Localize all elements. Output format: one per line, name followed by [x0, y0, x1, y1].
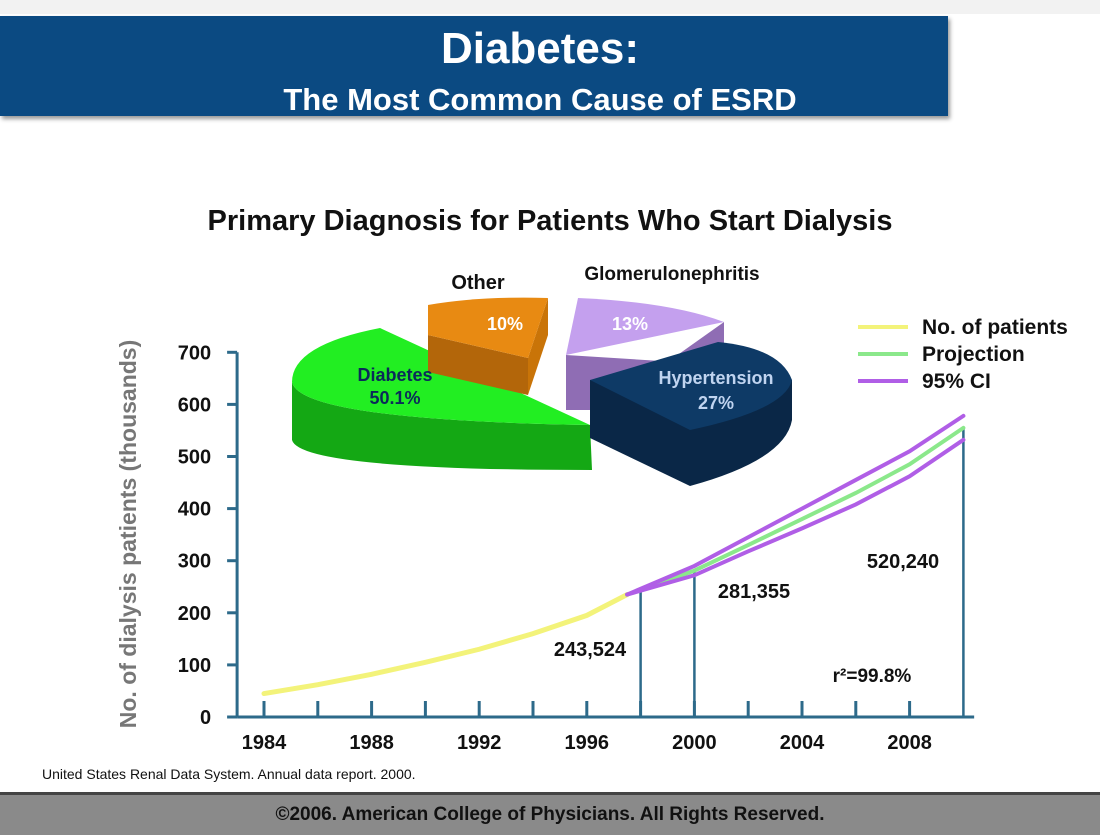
y-tick-label: 0 — [200, 707, 211, 729]
annotation-520240: 520,240 — [867, 551, 939, 573]
y-axis-label: No. of dialysis patients (thousands) — [115, 340, 141, 728]
label-diabetes: Diabetes — [357, 365, 432, 385]
y-tick-label: 700 — [178, 342, 211, 364]
y-tick-label: 400 — [178, 499, 211, 521]
series-line-95-ci-lower — [625, 437, 966, 597]
pie-slice-glomerulonephritis — [566, 298, 724, 355]
legend-projection: Projection — [922, 343, 1025, 366]
copyright: ©2006. American College of Physicians. A… — [275, 804, 825, 825]
footer-bar: ©2006. American College of Physicians. A… — [0, 792, 1100, 835]
value-diabetes: 50.1% — [369, 388, 420, 408]
pie-chart: Diabetes 50.1% Hypertension 27% Glomerul… — [292, 264, 792, 486]
pie-slice-diabetes — [292, 328, 590, 425]
label-other: Other — [451, 272, 505, 294]
y-tick-label: 500 — [178, 447, 211, 469]
y-tick-label: 100 — [178, 655, 211, 677]
pie-slice-diabetes-side — [292, 382, 592, 470]
label-glomerulonephritis: Glomerulonephritis — [584, 264, 759, 285]
x-tick-label: 2000 — [672, 732, 717, 754]
value-glomerulonephritis: 13% — [612, 314, 648, 334]
x-tick-label: 1996 — [565, 732, 610, 754]
title-banner — [0, 16, 948, 116]
series-line-no-of-patients — [261, 592, 630, 697]
y-tick-label: 600 — [178, 394, 211, 416]
x-tick-label: 2008 — [887, 732, 932, 754]
source-citation: United States Renal Data System. Annual … — [42, 766, 416, 782]
y-tick-label: 200 — [178, 603, 211, 625]
pie-slice-other-side2 — [528, 298, 548, 395]
series-line-projection — [625, 425, 966, 597]
pie-slice-hypertension — [590, 342, 792, 430]
legend-ci: 95% CI — [922, 370, 991, 393]
x-tick-label: 2004 — [780, 732, 825, 754]
y-tick-label: 300 — [178, 551, 211, 573]
pie-title: Primary Diagnosis for Patients Who Start… — [208, 205, 893, 237]
x-tick-label: 1988 — [349, 732, 394, 754]
x-tick-label: 1992 — [457, 732, 502, 754]
top-strip — [0, 0, 1100, 14]
slide-title: Diabetes: — [440, 24, 640, 73]
series-line-95-ci — [625, 413, 966, 597]
value-hypertension: 27% — [698, 393, 734, 413]
label-hypertension: Hypertension — [658, 368, 773, 388]
annotation-243524: 243,524 — [554, 639, 627, 661]
line-chart: 0 100 200 300 400 500 600 700 1984 1988 1992 1996 20… — [178, 342, 975, 754]
x-tick-label: 1984 — [242, 732, 287, 754]
value-other: 10% — [487, 314, 523, 334]
annotation-281355: 281,355 — [718, 581, 790, 603]
annotation-r2: r²=99.8% — [833, 666, 912, 687]
pie-slice-other-side — [428, 335, 528, 395]
pie-slice-other — [428, 297, 548, 358]
legend: No. of patients Projection 95% CI — [858, 316, 1068, 393]
legend-patients: No. of patients — [922, 316, 1068, 339]
slide-subtitle: The Most Common Cause of ESRD — [283, 82, 797, 117]
